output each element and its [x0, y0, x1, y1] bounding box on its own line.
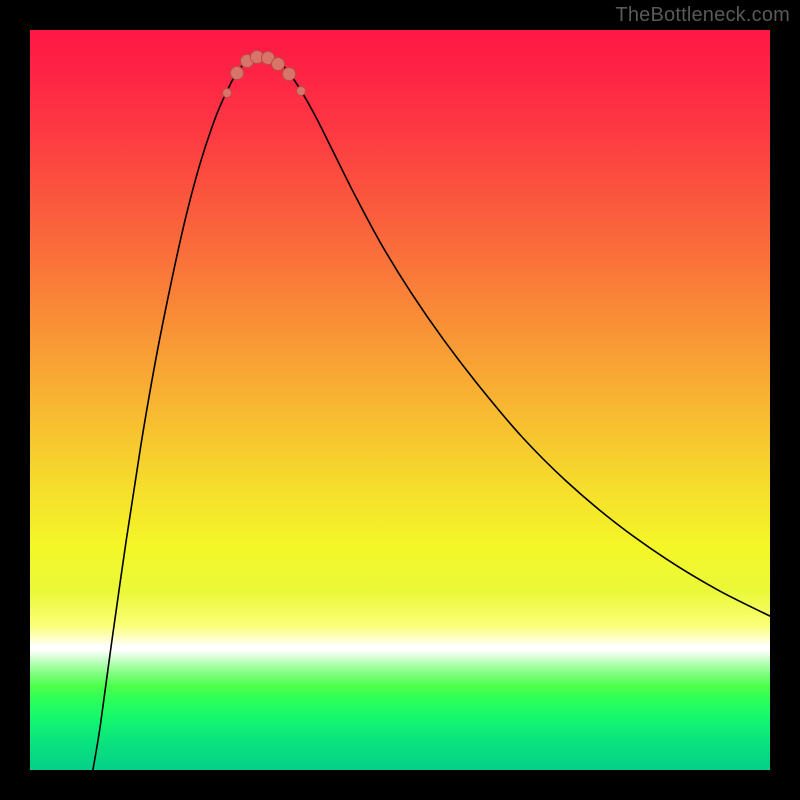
plot-area: [30, 30, 770, 770]
curve-marker: [296, 86, 306, 96]
curve-marker: [282, 67, 296, 81]
curve-layer: [30, 30, 770, 770]
curve-marker: [230, 66, 244, 80]
bottleneck-curve: [93, 56, 770, 770]
curve-marker: [222, 88, 232, 98]
watermark-text: TheBottleneck.com: [615, 4, 790, 27]
